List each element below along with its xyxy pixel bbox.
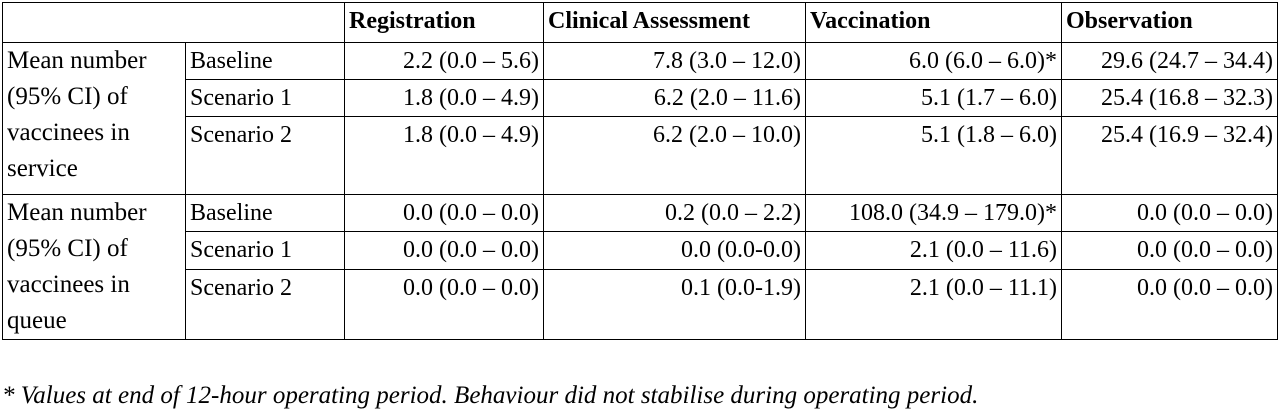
scenario-cell: Scenario 2 [185,116,345,195]
observation-cell: 0.0 (0.0 – 0.0) [1061,193,1278,233]
registration-cell: 0.0 (0.0 – 0.0) [344,268,544,340]
vaccination-cell: 2.1 (0.0 – 11.6) [805,231,1062,270]
registration-cell: 1.8 (0.0 – 4.9) [344,79,544,117]
scenario-cell: Scenario 2 [185,268,345,340]
header-observation: Observation [1061,2,1278,43]
clinical-cell: 6.2 (2.0 – 11.6) [543,79,806,117]
vaccination-cell: 108.0 (34.9 – 179.0)* [805,193,1062,233]
observation-cell: 25.4 (16.9 – 32.4) [1061,116,1278,195]
registration-cell: 0.0 (0.0 – 0.0) [344,231,544,270]
clinical-cell: 0.1 (0.0-1.9) [543,268,806,340]
table-row: Scenario 1 1.8 (0.0 – 4.9) 6.2 (2.0 – 11… [3,79,1278,117]
table-row: Mean number (95% CI) of vaccinees in que… [2,193,1278,340]
clinical-cell: 6.2 (2.0 – 10.0) [543,116,806,195]
observation-cell: 0.0 (0.0 – 0.0) [1061,231,1278,270]
header-corner [2,2,345,43]
observation-cell: 25.4 (16.8 – 32.3) [1061,79,1278,117]
scenario-cell: Baseline [185,193,345,233]
group-label-service: Mean number (95% CI) of vaccinees in ser… [2,42,186,195]
clinical-cell: 7.8 (3.0 – 12.0) [543,42,806,80]
header-vaccination: Vaccination [805,2,1062,43]
registration-cell: 0.0 (0.0 – 0.0) [344,193,544,233]
table-row: Scenario 2 0.0 (0.0 – 0.0) 0.1 (0.0-1.9)… [3,268,1278,340]
group-label-queue: Mean number (95% CI) of vaccinees in que… [2,194,186,340]
table-row: Scenario 1 0.0 (0.0 – 0.0) 0.0 (0.0-0.0)… [3,231,1278,270]
observation-cell: 29.6 (24.7 – 34.4) [1061,42,1278,80]
footnote: * Values at end of 12-hour operating per… [2,382,979,409]
vaccination-cell: 5.1 (1.8 – 6.0) [805,116,1062,195]
vaccination-cell: 2.1 (0.0 – 11.1) [805,268,1062,340]
observation-cell: 0.0 (0.0 – 0.0) [1061,268,1278,340]
header-registration: Registration [344,2,544,43]
header-clinical-assessment: Clinical Assessment [543,2,806,43]
results-table: Registration Clinical Assessment Vaccina… [2,2,1278,340]
registration-cell: 2.2 (0.0 – 5.6) [344,42,544,80]
registration-cell: 1.8 (0.0 – 4.9) [344,116,544,195]
header-row: Registration Clinical Assessment Vaccina… [2,2,1278,43]
table-row: Mean number (95% CI) of vaccinees in ser… [2,42,1278,195]
vaccination-cell: 6.0 (6.0 – 6.0)* [805,42,1062,80]
clinical-cell: 0.0 (0.0-0.0) [543,231,806,270]
vaccination-cell: 5.1 (1.7 – 6.0) [805,79,1062,117]
table-row: Scenario 2 1.8 (0.0 – 4.9) 6.2 (2.0 – 10… [3,116,1278,195]
scenario-cell: Baseline [185,42,345,80]
scenario-cell: Scenario 1 [185,79,345,117]
clinical-cell: 0.2 (0.0 – 2.2) [543,193,806,233]
scenario-cell: Scenario 1 [185,231,345,270]
